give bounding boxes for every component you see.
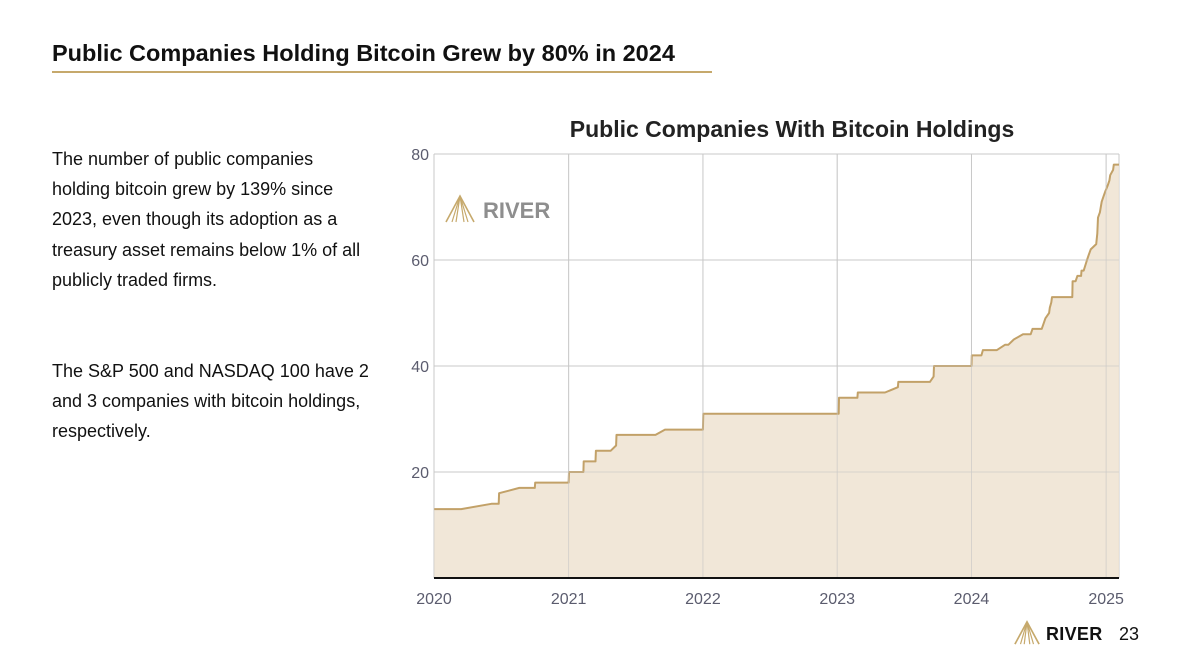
watermark-text: RIVER — [483, 198, 550, 223]
x-tick-label: 2025 — [1088, 591, 1124, 608]
y-tick-label: 20 — [411, 465, 429, 482]
body-paragraph-2: The S&P 500 and NASDAQ 100 have 2 and 3 … — [52, 361, 369, 442]
page-number: 23 — [1119, 624, 1140, 644]
x-tick-label: 2024 — [954, 591, 990, 608]
axes: 20 40 60 80 2020 2021 2022 2023 2024 2025 — [411, 147, 1124, 608]
y-tick-label: 60 — [411, 253, 429, 270]
x-tick-label: 2020 — [416, 591, 452, 608]
page-title: Public Companies Holding Bitcoin Grew by… — [52, 40, 675, 66]
holdings-line — [434, 163, 1119, 511]
x-tick-label: 2021 — [551, 591, 587, 608]
y-tick-label: 40 — [411, 359, 429, 376]
title-underline — [52, 71, 712, 73]
holdings-area-fill — [434, 164, 1119, 578]
chart-plot — [433, 153, 1119, 578]
body-paragraph-1: The number of public companies holding b… — [52, 149, 361, 290]
chart-title: Public Companies With Bitcoin Holdings — [570, 116, 1014, 142]
y-tick-label: 80 — [411, 147, 429, 164]
chart-watermark: RIVER — [445, 194, 550, 223]
footer-brand: RIVER — [1046, 624, 1103, 644]
x-tick-label: 2023 — [819, 591, 855, 608]
x-tick-label: 2022 — [685, 591, 721, 608]
river-logo-icon — [445, 194, 475, 223]
river-logo-icon — [1014, 620, 1040, 645]
